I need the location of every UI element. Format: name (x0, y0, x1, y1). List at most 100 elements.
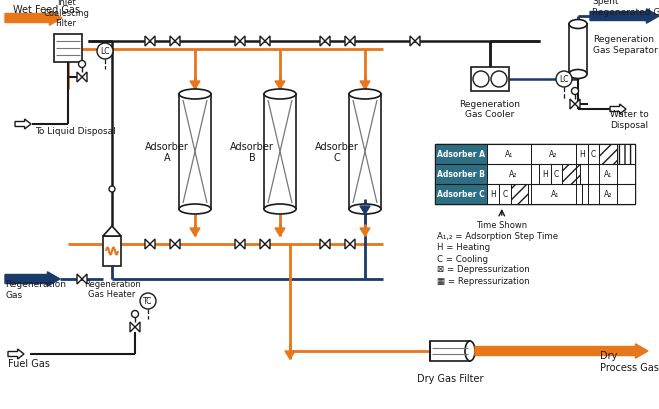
Text: A₂: A₂ (509, 170, 517, 179)
Ellipse shape (264, 204, 296, 214)
Text: Adsorber B: Adsorber B (437, 170, 485, 179)
Polygon shape (260, 239, 270, 249)
Text: Adsorber
A: Adsorber A (145, 142, 189, 163)
Polygon shape (570, 100, 580, 110)
Text: Time Shown: Time Shown (476, 220, 527, 229)
Polygon shape (170, 239, 180, 249)
Bar (576, 145, 588, 164)
Polygon shape (15, 120, 31, 130)
Bar (471, 68, 509, 92)
Circle shape (571, 88, 579, 95)
Polygon shape (320, 239, 330, 249)
Text: A₁: A₁ (505, 150, 513, 159)
Text: H: H (490, 190, 496, 199)
Text: ⊠ = Depressurization: ⊠ = Depressurization (437, 265, 530, 274)
Bar (582, 184, 635, 204)
Polygon shape (103, 227, 121, 236)
Text: To Liquid Disposal: To Liquid Disposal (35, 127, 116, 136)
Bar (569, 25, 587, 75)
Text: LC: LC (559, 75, 569, 84)
Polygon shape (8, 349, 24, 359)
Polygon shape (345, 37, 355, 47)
Text: Dry Gas Filter: Dry Gas Filter (416, 373, 483, 383)
Text: Wet Feed Gas: Wet Feed Gas (13, 5, 80, 15)
Text: H: H (579, 150, 585, 159)
Text: H: H (542, 170, 548, 179)
Text: LC: LC (100, 47, 110, 56)
Bar (529, 184, 582, 204)
Circle shape (132, 311, 138, 318)
Polygon shape (410, 37, 420, 47)
Bar (539, 164, 551, 184)
Text: Regeneration
Gas Separator: Regeneration Gas Separator (593, 35, 658, 54)
Text: Water to
Disposal: Water to Disposal (610, 110, 648, 129)
Polygon shape (260, 37, 270, 47)
Bar (588, 145, 600, 164)
Bar (617, 145, 635, 164)
Bar (435, 145, 635, 204)
Bar (487, 184, 499, 204)
Text: A₂: A₂ (604, 190, 613, 199)
Text: C: C (502, 190, 507, 199)
Polygon shape (590, 10, 659, 24)
Text: Spent
Regenerated Gas: Spent Regenerated Gas (592, 0, 659, 17)
Text: Regeneration
Gas Heater: Regeneration Gas Heater (84, 279, 140, 299)
Circle shape (109, 187, 115, 193)
Bar (511, 184, 529, 204)
Text: Adsorber C: Adsorber C (437, 190, 485, 199)
Text: Dry
Process Gas: Dry Process Gas (600, 351, 659, 372)
Text: C: C (591, 150, 596, 159)
Polygon shape (77, 73, 87, 83)
Ellipse shape (349, 90, 381, 100)
Polygon shape (360, 82, 370, 90)
Text: Fuel Gas: Fuel Gas (8, 358, 50, 368)
Bar (551, 164, 563, 184)
Text: A₁: A₁ (604, 170, 612, 179)
Text: C: C (554, 170, 559, 179)
Ellipse shape (349, 204, 381, 214)
Bar (580, 164, 635, 184)
Polygon shape (320, 37, 330, 47)
Bar (499, 184, 511, 204)
Polygon shape (235, 37, 245, 47)
Circle shape (473, 72, 489, 88)
Circle shape (78, 61, 86, 68)
Polygon shape (475, 344, 648, 358)
Bar (435, 164, 487, 184)
Bar (103, 236, 121, 266)
Bar (264, 95, 296, 209)
Ellipse shape (569, 70, 587, 79)
Bar (487, 145, 531, 164)
Bar (435, 145, 487, 164)
Text: H = Heating: H = Heating (437, 243, 490, 252)
Polygon shape (360, 207, 370, 214)
Polygon shape (77, 274, 87, 284)
Polygon shape (275, 229, 285, 236)
Text: A₂: A₂ (550, 150, 558, 159)
Polygon shape (190, 229, 200, 236)
Text: Regeneration
Gas Cooler: Regeneration Gas Cooler (459, 100, 521, 119)
Circle shape (140, 293, 156, 309)
Text: A₁: A₁ (551, 190, 559, 199)
Polygon shape (170, 37, 180, 47)
Polygon shape (285, 351, 295, 359)
Bar (54, 35, 82, 63)
Text: Adsorber
B: Adsorber B (230, 142, 274, 163)
Text: Adsorber
C: Adsorber C (315, 142, 359, 163)
Polygon shape (145, 239, 155, 249)
Bar (435, 184, 487, 204)
Text: A₁,₂ = Adsorption Step Time: A₁,₂ = Adsorption Step Time (437, 232, 558, 241)
Bar (179, 95, 211, 209)
Text: Regeneration
Gas: Regeneration Gas (5, 280, 66, 299)
Circle shape (491, 72, 507, 88)
Polygon shape (235, 239, 245, 249)
Text: Inlet
Coalescing
Filter: Inlet Coalescing Filter (43, 0, 89, 28)
Circle shape (556, 72, 572, 88)
Polygon shape (130, 322, 140, 332)
Ellipse shape (465, 341, 475, 361)
Circle shape (97, 44, 113, 60)
Polygon shape (610, 105, 626, 115)
Polygon shape (275, 82, 285, 90)
Ellipse shape (569, 20, 587, 29)
Ellipse shape (264, 90, 296, 100)
